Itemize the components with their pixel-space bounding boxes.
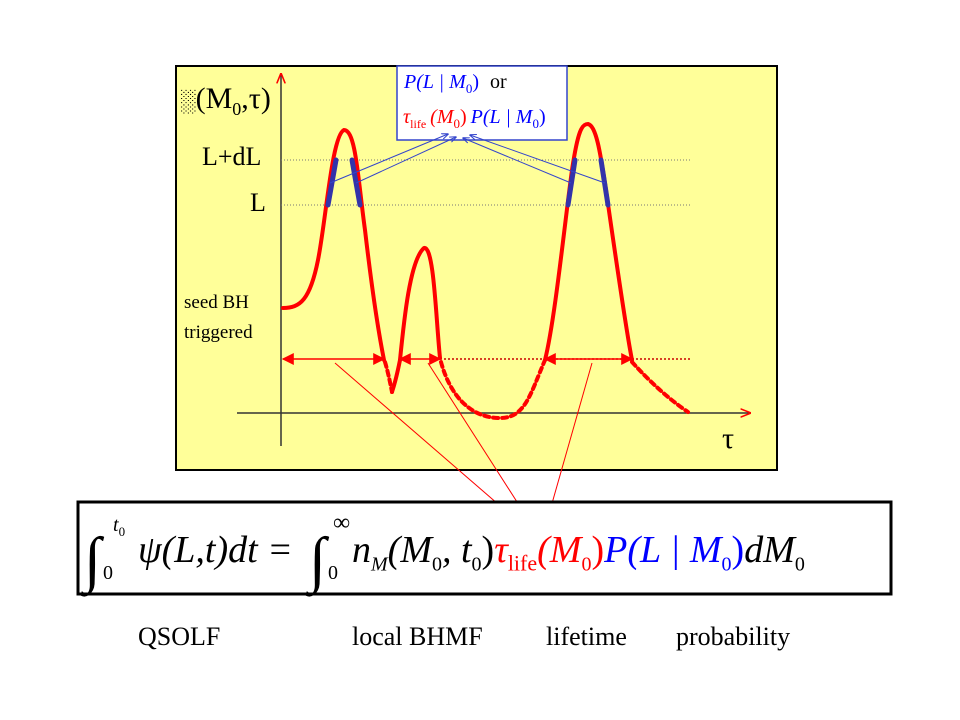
integral-signs: ∫ ∫ [80, 526, 330, 597]
inset-close: ) [472, 71, 479, 93]
inset-or: or [489, 71, 507, 93]
inset-mass-sub: 0 [453, 116, 461, 131]
inset-p2: P [470, 106, 483, 128]
level-label-high: L+dL [202, 142, 262, 171]
inset-mass: (M [430, 106, 454, 128]
inset-tau: τ [403, 106, 411, 128]
eq-lower-limit-1: 0 [103, 562, 113, 584]
label-lifetime: lifetime [546, 622, 627, 651]
level-label-low: L [250, 188, 266, 217]
eq-tau-args-sub: 0 [581, 553, 592, 576]
eq-upper-limit-2: ∞ [333, 510, 351, 536]
integral-sign-1: ∫ [80, 526, 105, 597]
y-axis-label-sub: 0 [232, 99, 242, 119]
inset-close2: ) [538, 106, 546, 128]
inset-sub: 0 [465, 81, 473, 96]
inset-box [396, 65, 568, 141]
label-local-bhmf: local BHMF [352, 622, 483, 651]
inset-line-2: τlife (M0) P(L | M0) [403, 106, 546, 132]
eq-n: n [352, 529, 371, 571]
eq-n-close: ) [481, 529, 495, 571]
label-qsolf: QSOLF [138, 622, 221, 651]
eq-p-sub: 0 [721, 553, 732, 576]
y-axis-label-main: (M [195, 82, 233, 115]
eq-psi: ψ [138, 529, 162, 571]
eq-tau: τ [494, 529, 508, 571]
eq-upper-limit-1-t: t [113, 514, 119, 536]
equation-box [76, 500, 893, 596]
eq-n-args-sub2: 0 [471, 553, 482, 576]
y-axis-label-rest: ,τ) [241, 82, 271, 115]
inset-body2: (L | M [482, 106, 533, 128]
eq-n-args: (M [387, 529, 432, 571]
luminosity-curve [281, 121, 690, 421]
eq-p-args: (L | M [627, 529, 722, 571]
eq-tau-args: (M [537, 529, 582, 571]
eq-n-sub: M [371, 553, 388, 576]
label-probability: probability [676, 622, 791, 651]
eq-n-args-rest: , t [441, 529, 472, 571]
y-axis-label: ░(M0,τ) [180, 82, 271, 120]
inset-body: (L | M [416, 71, 466, 93]
inset-sub2: 0 [532, 116, 539, 131]
y-axis-label-prefix: ░ [180, 88, 196, 113]
eq-tau-sub: life [507, 550, 538, 576]
eq-dm-sub: 0 [794, 553, 805, 576]
eq-dm: dM [744, 529, 795, 571]
eq-lower-limit-2: 0 [328, 562, 338, 584]
x-axis-label: τ [722, 422, 735, 455]
inset-pointer-arrows [329, 134, 606, 184]
equation-rhs: nM(M0, t0)τlife(M0)P(L | M0)dM0 [352, 528, 805, 577]
integral-sign-2: ∫ [305, 526, 330, 597]
equation-lhs: ψ(L,t)dt = [138, 528, 293, 572]
eq-tau-close: ) [591, 529, 605, 571]
seed-label-line1: seed BH [184, 292, 249, 313]
eq-p: P [604, 529, 628, 571]
inset-line-1: P(L | M0) or [404, 71, 507, 97]
eq-p-close: ) [731, 529, 745, 571]
inset-p: P [404, 71, 417, 93]
inset-mass-close: ) [460, 106, 467, 128]
eq-upper-limit-1: t0 [113, 514, 125, 540]
eq-upper-limit-1-sub: 0 [118, 524, 126, 539]
eq-n-args-sub: 0 [431, 553, 442, 576]
eq-psi-args: (L,t)dt = [161, 529, 293, 571]
inset-life: life [410, 117, 427, 131]
seed-label-line2: triggered [184, 322, 253, 343]
